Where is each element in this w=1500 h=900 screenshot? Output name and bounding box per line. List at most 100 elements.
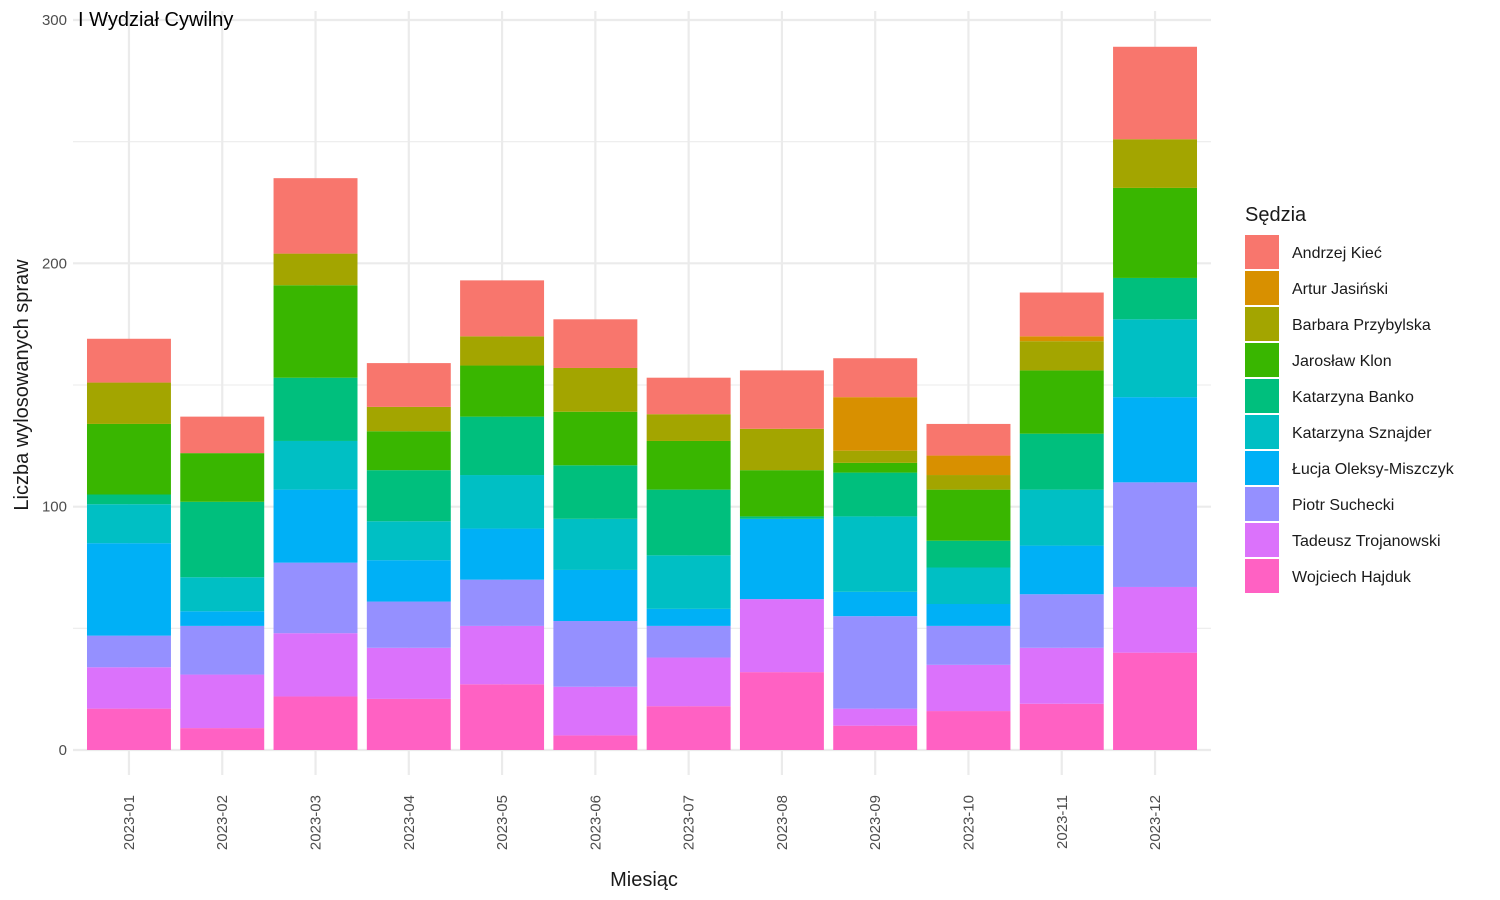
x-tick-label: 2023-10 bbox=[960, 795, 977, 850]
bar-segment bbox=[833, 462, 918, 473]
legend: Sędzia Andrzej Kieć Artur Jasiński Barbara… bbox=[1245, 204, 1455, 593]
y-axis-title: Liczba wylosowanych spraw bbox=[11, 259, 33, 511]
legend-label: Katarzyna Sznajder bbox=[1292, 425, 1432, 442]
bar-segment bbox=[553, 621, 638, 687]
bar-segment bbox=[833, 725, 918, 750]
bar-segment bbox=[86, 667, 171, 709]
bar-segment bbox=[739, 599, 824, 673]
bar-segment bbox=[273, 489, 358, 563]
bar-segment bbox=[273, 253, 358, 286]
legend-title: Sędzia bbox=[1245, 204, 1307, 226]
bar-segment bbox=[553, 411, 638, 466]
bar-segment bbox=[646, 489, 731, 556]
x-tick-label: 2023-04 bbox=[401, 795, 418, 850]
bar-segment bbox=[273, 178, 358, 254]
x-tick-label: 2023-02 bbox=[214, 795, 231, 850]
bar-segment bbox=[1019, 594, 1104, 648]
bar-segment bbox=[180, 453, 265, 502]
bar-segment bbox=[1019, 370, 1104, 434]
bar-segment bbox=[273, 440, 358, 490]
bar-segment bbox=[1113, 187, 1198, 278]
bar-segment bbox=[180, 577, 265, 612]
legend-label: Katarzyna Banko bbox=[1292, 389, 1414, 406]
legend-swatch bbox=[1245, 559, 1279, 593]
bar-segment bbox=[1113, 277, 1198, 320]
legend-label: Tadeusz Trojanowski bbox=[1292, 533, 1441, 550]
bar-segment bbox=[1113, 652, 1198, 750]
bar-segment bbox=[86, 504, 171, 544]
bar-segment bbox=[833, 397, 918, 451]
bar-segment bbox=[739, 518, 824, 600]
bar-segment bbox=[926, 423, 1011, 456]
bar-segment bbox=[646, 706, 731, 750]
bar-segment bbox=[366, 431, 451, 471]
bars bbox=[86, 46, 1198, 750]
bar-segment bbox=[460, 365, 545, 417]
bar-segment bbox=[86, 338, 171, 383]
bar-segment bbox=[926, 604, 1011, 626]
legend-label: Wojciech Hajduk bbox=[1292, 569, 1412, 586]
bar-segment bbox=[366, 601, 451, 648]
bar-segment bbox=[1019, 433, 1104, 490]
bar-segment bbox=[86, 708, 171, 750]
bar-segment bbox=[273, 696, 358, 750]
bar-segment bbox=[553, 569, 638, 622]
legend-swatch bbox=[1245, 271, 1279, 305]
bar-segment bbox=[180, 501, 265, 578]
x-tick-label: 2023-08 bbox=[774, 795, 791, 850]
bar-segment bbox=[180, 416, 265, 454]
y-tick-label: 0 bbox=[59, 742, 67, 759]
bar-segment bbox=[1019, 647, 1104, 704]
bar-segment bbox=[926, 625, 1011, 665]
bar-segment bbox=[1113, 586, 1198, 653]
bar-segment bbox=[86, 635, 171, 668]
bar-segment bbox=[86, 382, 171, 424]
bar-segment bbox=[833, 472, 918, 517]
bar-segment bbox=[739, 370, 824, 429]
bar-segment bbox=[833, 708, 918, 726]
x-tick-label: 2023-03 bbox=[308, 795, 325, 850]
bar-segment bbox=[1019, 489, 1104, 546]
bar-segment bbox=[553, 518, 638, 570]
bar-segment bbox=[86, 543, 171, 636]
bar-segment bbox=[833, 591, 918, 617]
legend-label: Andrzej Kieć bbox=[1292, 245, 1382, 262]
bar-segment bbox=[553, 686, 638, 736]
bar-segment bbox=[460, 336, 545, 366]
bar-segment bbox=[180, 728, 265, 750]
legend-swatch bbox=[1245, 235, 1279, 269]
bar-segment bbox=[1113, 46, 1198, 140]
bar-segment bbox=[273, 562, 358, 634]
bar-segment bbox=[180, 625, 265, 675]
bar-segment bbox=[553, 367, 638, 412]
legend-swatch bbox=[1245, 307, 1279, 341]
y-tick-label: 300 bbox=[42, 12, 67, 29]
legend-swatch bbox=[1245, 451, 1279, 485]
bar-segment bbox=[1113, 319, 1198, 398]
legend-swatch bbox=[1245, 379, 1279, 413]
legend-label: Jarosław Klon bbox=[1292, 353, 1392, 370]
bar-segment bbox=[646, 377, 731, 415]
bar-segment bbox=[460, 416, 545, 476]
bar-segment bbox=[460, 684, 545, 750]
legend-label: Barbara Przybylska bbox=[1292, 317, 1431, 334]
bar-segment bbox=[273, 633, 358, 697]
bar-segment bbox=[553, 465, 638, 519]
bar-segment bbox=[1019, 545, 1104, 595]
bar-segment bbox=[926, 711, 1011, 750]
legend-swatch bbox=[1245, 487, 1279, 521]
bar-segment bbox=[833, 358, 918, 398]
bar-segment bbox=[646, 555, 731, 609]
x-tick-label: 2023-12 bbox=[1147, 795, 1164, 850]
x-tick-label: 2023-09 bbox=[867, 795, 884, 850]
bar-segment bbox=[833, 616, 918, 709]
bar-segment bbox=[460, 280, 545, 337]
bar-segment bbox=[86, 494, 171, 505]
bar-segment bbox=[833, 516, 918, 592]
bar-segment bbox=[180, 674, 265, 729]
y-axis-ticks: 0 100 200 300 bbox=[42, 12, 67, 759]
bar-segment bbox=[739, 470, 824, 517]
bar-segment bbox=[460, 625, 545, 685]
bar-segment bbox=[366, 470, 451, 522]
